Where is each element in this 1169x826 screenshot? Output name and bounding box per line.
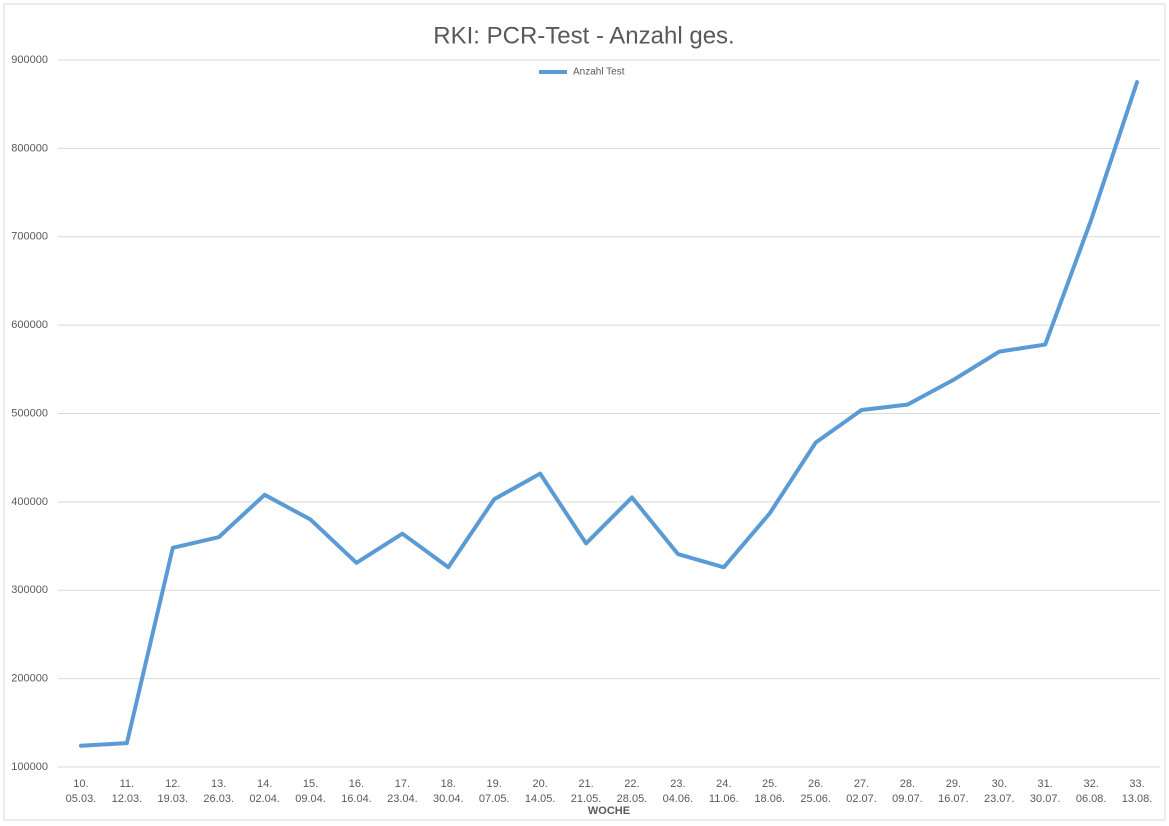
x-tick-label: 07.05.: [479, 793, 510, 805]
x-tick-label: 20.: [532, 778, 547, 790]
x-tick-label: 30.: [992, 778, 1007, 790]
x-tick-label: 25.06.: [800, 793, 831, 805]
x-tick-label: 11.06.: [709, 793, 739, 805]
x-tick-label: 28.05.: [617, 793, 648, 805]
data-line: [78, 80, 1140, 748]
x-tick-label: 21.05.: [571, 793, 602, 805]
x-tick-label: 09.04.: [295, 793, 326, 805]
y-tick-label: 700000: [11, 231, 48, 243]
x-tick-label: 30.07.: [1030, 793, 1061, 805]
x-tick-label: 32.: [1083, 778, 1098, 790]
x-tick-label: 14.05.: [525, 793, 556, 805]
x-tick-label: 23.07.: [984, 793, 1015, 805]
x-tick-label: 15.: [303, 778, 318, 790]
x-tick-label: 28.: [900, 778, 915, 790]
y-tick-label: 100000: [11, 761, 48, 773]
y-tick-label: 900000: [11, 54, 48, 66]
y-tick-label: 300000: [11, 584, 48, 596]
x-tick-label: 02.07.: [846, 793, 877, 805]
x-tick-label: 31.: [1038, 778, 1053, 790]
x-tick-label: 17.: [395, 778, 410, 790]
y-tick-label: 200000: [11, 673, 48, 685]
x-tick-label: 14.: [257, 778, 272, 790]
x-tick-label: 24.: [716, 778, 731, 790]
x-axis-title: WOCHE: [588, 805, 630, 817]
x-tick-label: 18.: [441, 778, 456, 790]
y-tick-label: 400000: [11, 496, 48, 508]
x-tick-label: 29.: [946, 778, 961, 790]
x-tick-label: 06.08.: [1076, 793, 1107, 805]
x-tick-label: 11.: [120, 778, 134, 790]
x-tick-label: 27.: [854, 778, 869, 790]
y-tick-label: 600000: [11, 319, 48, 331]
x-tick-label: 19.: [487, 778, 502, 790]
x-tick-label: 05.03.: [66, 793, 97, 805]
x-tick-label: 22.: [624, 778, 639, 790]
x-tick-label: 21.: [578, 778, 593, 790]
x-tick-label: 09.07.: [892, 793, 923, 805]
x-tick-label: 12.03.: [112, 793, 143, 805]
y-tick-label: 800000: [11, 142, 48, 154]
x-tick-label: 19.03.: [157, 793, 188, 805]
x-tick-label: 33.: [1129, 778, 1144, 790]
x-tick-label: 23.04.: [387, 793, 418, 805]
chart-frame: [3, 3, 1166, 821]
x-tick-label: 26.: [808, 778, 823, 790]
legend-label: Anzahl Test: [573, 67, 625, 78]
x-tick-label: 16.04.: [341, 793, 372, 805]
x-tick-label: 23.: [670, 778, 685, 790]
x-tick-label: 26.03.: [203, 793, 234, 805]
x-tick-label: 16.07.: [938, 793, 969, 805]
x-tick-label: 18.06.: [754, 793, 785, 805]
x-tick-label: 12.: [165, 778, 180, 790]
chart-title: RKI: PCR-Test - Anzahl ges.: [433, 22, 734, 49]
x-tick-label: 25.: [762, 778, 777, 790]
x-tick-label: 13.08.: [1122, 793, 1153, 805]
x-tick-label: 30.04.: [433, 793, 464, 805]
x-tick-label: 10.: [73, 778, 88, 790]
x-tick-label: 04.06.: [663, 793, 694, 805]
y-tick-label: 500000: [11, 407, 48, 419]
x-tick-label: 16.: [349, 778, 364, 790]
x-tick-label: 02.04.: [249, 793, 280, 805]
x-tick-label: 13.: [211, 778, 226, 790]
